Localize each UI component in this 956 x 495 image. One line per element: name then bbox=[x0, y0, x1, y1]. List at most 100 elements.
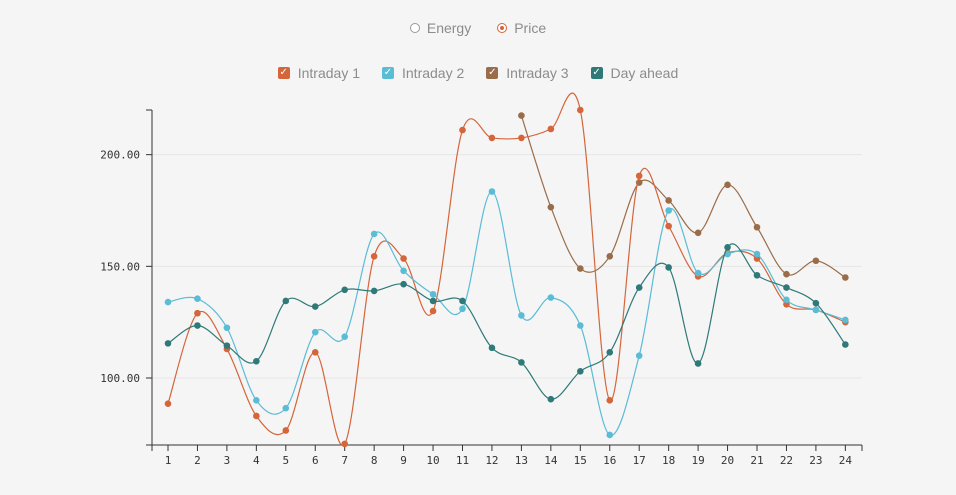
data-point-day-ahead bbox=[577, 368, 584, 375]
data-point-intraday-3 bbox=[724, 181, 731, 189]
data-point-intraday-2 bbox=[842, 316, 849, 324]
checkbox-checked-icon: ✓ bbox=[590, 67, 603, 79]
x-tick-label: 16 bbox=[603, 454, 616, 467]
checkbox-checked-icon: ✓ bbox=[486, 67, 499, 79]
series-line-intraday-2 bbox=[167, 190, 846, 436]
data-point-day-ahead bbox=[547, 395, 555, 403]
data-point-intraday-2 bbox=[164, 298, 172, 306]
data-point-intraday-1 bbox=[164, 400, 172, 407]
x-tick-label: 9 bbox=[400, 454, 407, 467]
chart-legend: ✓ Intraday 1 ✓ Intraday 2 ✓ Intraday 3 ✓… bbox=[0, 65, 956, 81]
checkbox-checked-icon: ✓ bbox=[277, 67, 290, 79]
data-point-day-ahead bbox=[488, 344, 496, 352]
data-point-day-ahead bbox=[194, 322, 201, 329]
x-tick-label: 2 bbox=[194, 454, 201, 467]
y-tick-label: 150.00 bbox=[100, 260, 140, 273]
legend-label: Intraday 1 bbox=[297, 65, 360, 81]
legend-item-intraday-1[interactable]: ✓ Intraday 1 bbox=[277, 65, 360, 81]
data-point-day-ahead bbox=[429, 297, 437, 305]
x-tick-label: 15 bbox=[574, 454, 587, 467]
data-point-intraday-1 bbox=[253, 412, 260, 420]
metric-toggle: Energy Price bbox=[0, 20, 956, 36]
data-point-intraday-2 bbox=[665, 207, 672, 214]
legend-label: Intraday 2 bbox=[402, 65, 465, 81]
data-point-intraday-2 bbox=[547, 294, 555, 301]
data-point-intraday-3 bbox=[694, 229, 702, 237]
data-point-intraday-2 bbox=[577, 322, 584, 329]
data-point-intraday-1 bbox=[635, 172, 643, 180]
series-line-day-ahead bbox=[167, 243, 846, 400]
x-tick-label: 13 bbox=[515, 454, 528, 467]
legend-label: Day ahead bbox=[610, 65, 679, 81]
data-point-intraday-3 bbox=[783, 270, 790, 278]
data-point-day-ahead bbox=[842, 341, 849, 348]
x-tick-label: 20 bbox=[721, 454, 734, 467]
x-tick-label: 22 bbox=[780, 454, 793, 467]
x-tick-label: 18 bbox=[662, 454, 675, 467]
legend-item-intraday-3[interactable]: ✓ Intraday 3 bbox=[486, 65, 569, 81]
data-point-intraday-2 bbox=[488, 188, 496, 195]
data-point-intraday-1 bbox=[311, 349, 319, 356]
data-point-intraday-3 bbox=[606, 252, 614, 260]
data-point-intraday-2 bbox=[194, 295, 201, 303]
data-point-day-ahead bbox=[311, 303, 319, 310]
energy-radio-label: Energy bbox=[426, 20, 472, 36]
x-tick-label: 7 bbox=[341, 454, 348, 467]
x-tick-label: 5 bbox=[282, 454, 289, 467]
data-point-intraday-1 bbox=[606, 397, 614, 404]
data-point-day-ahead bbox=[518, 359, 525, 366]
data-point-intraday-2 bbox=[282, 404, 290, 412]
data-point-intraday-1 bbox=[488, 134, 496, 142]
x-tick-label: 21 bbox=[750, 454, 763, 467]
data-point-intraday-3 bbox=[577, 265, 584, 272]
data-point-day-ahead bbox=[370, 287, 378, 295]
data-point-intraday-3 bbox=[842, 274, 849, 281]
data-point-intraday-3 bbox=[665, 197, 672, 204]
data-point-intraday-2 bbox=[753, 250, 761, 258]
data-point-intraday-2 bbox=[783, 296, 790, 304]
legend-item-intraday-2[interactable]: ✓ Intraday 2 bbox=[382, 65, 464, 81]
data-point-intraday-1 bbox=[429, 307, 437, 315]
data-point-intraday-3 bbox=[812, 257, 820, 265]
data-point-intraday-2 bbox=[400, 267, 407, 275]
x-tick-label: 3 bbox=[224, 454, 231, 467]
y-tick-label: 200.00 bbox=[100, 149, 140, 162]
data-point-day-ahead bbox=[341, 286, 349, 294]
data-point-day-ahead bbox=[783, 284, 790, 291]
data-point-day-ahead bbox=[665, 264, 672, 271]
data-point-intraday-2 bbox=[223, 324, 231, 332]
x-tick-label: 17 bbox=[633, 454, 646, 467]
data-point-day-ahead bbox=[400, 280, 407, 288]
data-point-day-ahead bbox=[253, 357, 260, 365]
data-point-day-ahead bbox=[635, 284, 643, 291]
data-point-intraday-1 bbox=[547, 125, 555, 133]
data-point-intraday-2 bbox=[370, 230, 378, 238]
data-point-intraday-3 bbox=[753, 223, 761, 231]
legend-item-day-ahead[interactable]: ✓ Day ahead bbox=[590, 65, 679, 81]
data-point-intraday-2 bbox=[253, 397, 260, 404]
data-point-intraday-1 bbox=[400, 255, 407, 262]
radio-selected-icon bbox=[497, 23, 508, 33]
data-point-intraday-1 bbox=[665, 222, 672, 230]
x-tick-label: 1 bbox=[165, 454, 172, 467]
price-radio-label: Price bbox=[514, 20, 547, 36]
data-point-intraday-3 bbox=[518, 112, 525, 119]
data-point-intraday-2 bbox=[635, 352, 643, 359]
data-point-intraday-2 bbox=[606, 431, 614, 439]
data-point-day-ahead bbox=[282, 297, 290, 305]
radio-icon bbox=[409, 23, 420, 33]
data-point-day-ahead bbox=[459, 297, 466, 305]
x-tick-label: 12 bbox=[485, 454, 498, 467]
energy-radio[interactable]: Energy bbox=[409, 20, 472, 36]
data-point-intraday-1 bbox=[282, 427, 290, 434]
series-line-intraday-1 bbox=[167, 92, 846, 447]
x-tick-label: 11 bbox=[456, 454, 469, 467]
x-tick-label: 19 bbox=[691, 454, 704, 467]
data-point-intraday-2 bbox=[812, 306, 820, 314]
data-point-intraday-1 bbox=[370, 252, 378, 260]
price-radio[interactable]: Price bbox=[497, 20, 546, 36]
data-point-intraday-1 bbox=[194, 309, 201, 317]
x-tick-label: 24 bbox=[839, 454, 853, 467]
data-point-intraday-2 bbox=[694, 269, 702, 277]
data-point-intraday-1 bbox=[459, 126, 466, 134]
